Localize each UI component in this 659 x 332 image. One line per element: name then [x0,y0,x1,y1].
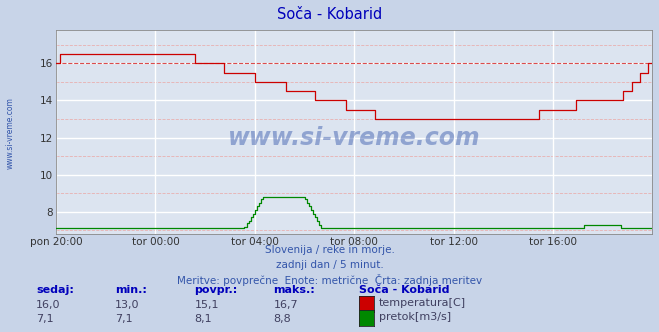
Text: povpr.:: povpr.: [194,285,238,295]
Text: www.si-vreme.com: www.si-vreme.com [5,97,14,169]
Text: 13,0: 13,0 [115,300,140,310]
Text: zadnji dan / 5 minut.: zadnji dan / 5 minut. [275,260,384,270]
Text: Meritve: povprečne  Enote: metrične  Črta: zadnja meritev: Meritve: povprečne Enote: metrične Črta:… [177,274,482,286]
Text: 7,1: 7,1 [36,314,54,324]
Text: sedaj:: sedaj: [36,285,74,295]
Text: 15,1: 15,1 [194,300,219,310]
Text: 16,0: 16,0 [36,300,61,310]
Text: maks.:: maks.: [273,285,315,295]
Text: temperatura[C]: temperatura[C] [379,298,466,308]
Text: 16,7: 16,7 [273,300,298,310]
Text: 8,1: 8,1 [194,314,212,324]
Text: 7,1: 7,1 [115,314,133,324]
Text: min.:: min.: [115,285,147,295]
Text: www.si-vreme.com: www.si-vreme.com [228,126,480,150]
Text: 8,8: 8,8 [273,314,291,324]
Text: Soča - Kobarid: Soča - Kobarid [359,285,449,295]
Text: Soča - Kobarid: Soča - Kobarid [277,7,382,22]
Text: pretok[m3/s]: pretok[m3/s] [379,312,451,322]
Text: Slovenija / reke in morje.: Slovenija / reke in morje. [264,245,395,255]
